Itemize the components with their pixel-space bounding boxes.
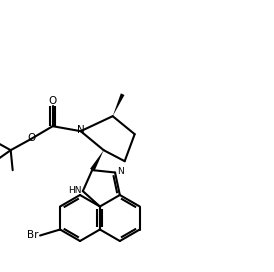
Text: N: N — [117, 167, 124, 176]
Text: O: O — [28, 133, 36, 143]
Text: N: N — [77, 125, 85, 135]
Text: O: O — [48, 96, 57, 106]
Polygon shape — [90, 150, 104, 171]
Polygon shape — [113, 93, 124, 116]
Text: Br: Br — [27, 230, 38, 240]
Text: HN: HN — [68, 186, 82, 194]
